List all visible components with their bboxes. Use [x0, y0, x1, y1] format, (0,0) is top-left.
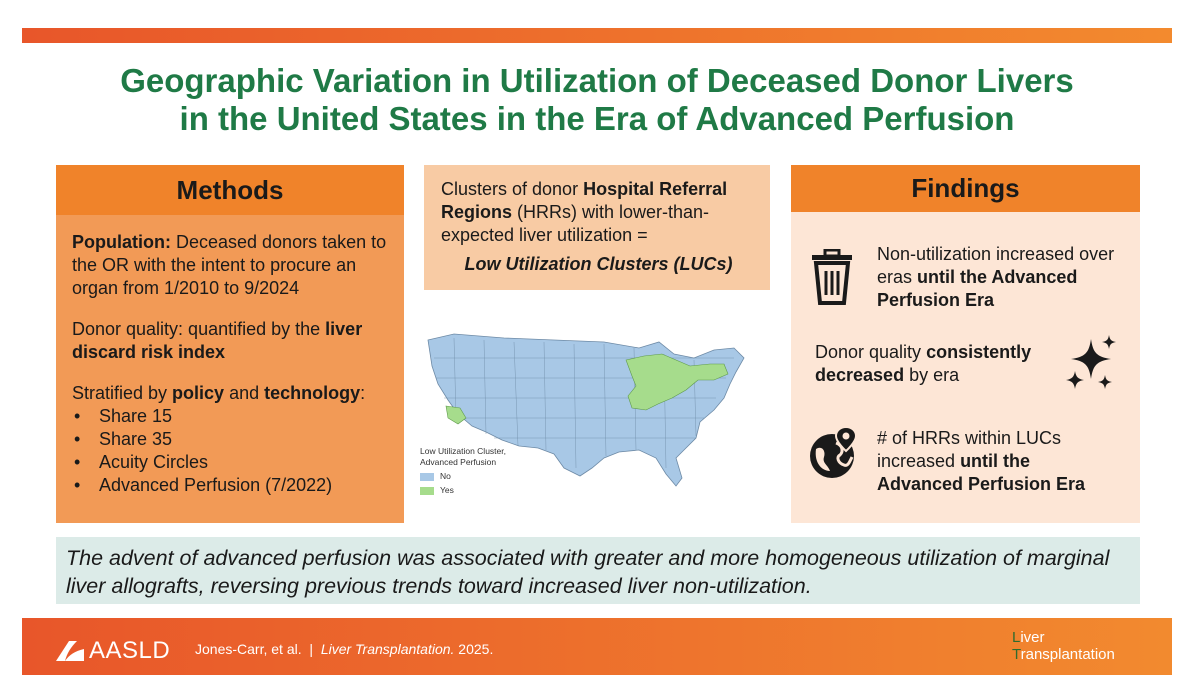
- liver-transplantation-logo: Liver Transplantation: [1012, 629, 1115, 663]
- legend-label-yes: Yes: [440, 485, 454, 495]
- list-item: Share 15: [72, 405, 390, 428]
- legend-row-yes: Yes: [420, 485, 506, 496]
- stratified-prefix: Stratified by: [72, 383, 173, 403]
- lt-logo-l: L: [1012, 629, 1021, 646]
- finding-1: Non-utilization increased over eras unti…: [877, 243, 1117, 312]
- luc-cluster-california: [445, 405, 467, 425]
- luc-definition-box: Clusters of donor Hospital Referral Regi…: [424, 165, 770, 290]
- list-item: Share 35: [72, 428, 390, 451]
- lt-logo-iver: iver: [1020, 629, 1045, 646]
- us-hrr-map: [427, 333, 745, 487]
- finding-2-suffix: by era: [904, 365, 960, 385]
- stratified-technology: technology: [264, 383, 361, 403]
- finding-1-bold: until the Advanced Perfusion Era: [877, 267, 1078, 310]
- definition-suffix: (HRRs) with lower-than-expected liver ut…: [441, 202, 710, 245]
- legend-swatch-yes: [420, 486, 434, 495]
- list-item: Advanced Perfusion (7/2022): [72, 474, 390, 497]
- legend-title-line-1: Low Utilization Cluster,: [420, 446, 506, 456]
- stratified-and: and: [224, 383, 265, 403]
- finding-2: Donor quality consistently decreased by …: [815, 341, 1055, 387]
- citation-year: 2025.: [458, 641, 494, 657]
- methods-heading: Methods: [56, 165, 404, 215]
- citation-journal: Liver Transplantation.: [320, 641, 455, 657]
- definition-text: Clusters of donor Hospital Referral Regi…: [441, 178, 756, 247]
- quality-bold: liver discard risk index: [72, 319, 363, 362]
- legend-swatch-no: [420, 472, 434, 481]
- trash-icon: [812, 249, 852, 305]
- finding-2-bold: consistently decreased: [815, 342, 1032, 385]
- stratified-policy: policy: [172, 383, 225, 403]
- population-paragraph: Population: Deceased donors taken to the…: [72, 231, 390, 300]
- quality-text: Donor quality: quantified by the: [72, 319, 326, 339]
- top-accent-bar: [22, 28, 1172, 43]
- legend-title-line-2: Advanced Perfusion: [420, 457, 497, 467]
- lt-logo-line-2: Transplantation: [1012, 646, 1115, 663]
- sparkles-icon: [1066, 335, 1116, 389]
- citation: Jones-Carr, et al. | Liver Transplantati…: [195, 641, 493, 657]
- luc-label: Low Utilization Clusters (LUCs): [464, 254, 733, 274]
- page-title: Geographic Variation in Utilization of D…: [22, 62, 1172, 138]
- stratified-colon: :: [360, 383, 366, 403]
- lt-logo-t: T: [1012, 646, 1021, 663]
- footer-bar: AASLD Jones-Carr, et al. | Liver Transpl…: [22, 618, 1172, 675]
- definition-prefix: Clusters of donor: [441, 179, 584, 199]
- findings-panel: Findings Non-utilization increased over …: [791, 165, 1140, 523]
- lt-logo-ransplantation: ransplantation: [1020, 646, 1115, 663]
- aasld-logo: AASLD: [55, 637, 170, 665]
- population-text: Deceased donors taken to the OR with the…: [72, 232, 387, 298]
- policy-list: Share 15 Share 35 Acuity Circles Advance…: [72, 405, 390, 497]
- aasld-mark-icon: [56, 641, 84, 661]
- globe-pin-icon: [810, 425, 858, 478]
- citation-separator: |: [309, 641, 314, 657]
- methods-body: Population: Deceased donors taken to the…: [56, 215, 404, 497]
- finding-3: # of HRRs within LUCs increased until th…: [877, 427, 1117, 496]
- lt-logo-line-1: Liver: [1012, 629, 1115, 646]
- definition-bold: Hospital Referral Regions: [441, 179, 728, 222]
- finding-3-text: # of HRRs within LUCs increased: [877, 428, 1062, 471]
- aasld-text: AASLD: [89, 637, 171, 664]
- conclusion-banner: The advent of advanced perfusion was ass…: [56, 537, 1140, 604]
- finding-1-text: Non-utilization increased over eras: [877, 244, 1115, 287]
- stratified-line: Stratified by policy and technology:: [72, 382, 390, 405]
- map-legend: Low Utilization Cluster, Advanced Perfus…: [420, 446, 506, 496]
- title-line-1: Geographic Variation in Utilization of D…: [120, 62, 1074, 99]
- finding-2-text: Donor quality: [815, 342, 927, 362]
- list-item: Acuity Circles: [72, 451, 390, 474]
- legend-label-no: No: [440, 471, 451, 481]
- population-label: Population:: [72, 232, 171, 252]
- quality-paragraph: Donor quality: quantified by the liver d…: [72, 318, 390, 364]
- methods-panel: Methods Population: Deceased donors take…: [56, 165, 404, 523]
- luc-cluster-midwest: [625, 353, 729, 411]
- finding-3-bold: until the Advanced Perfusion Era: [877, 451, 1086, 494]
- legend-row-no: No: [420, 471, 506, 482]
- citation-authors: Jones-Carr, et al.: [195, 641, 302, 657]
- findings-heading: Findings: [791, 165, 1140, 212]
- title-line-2: in the United States in the Era of Advan…: [179, 100, 1015, 137]
